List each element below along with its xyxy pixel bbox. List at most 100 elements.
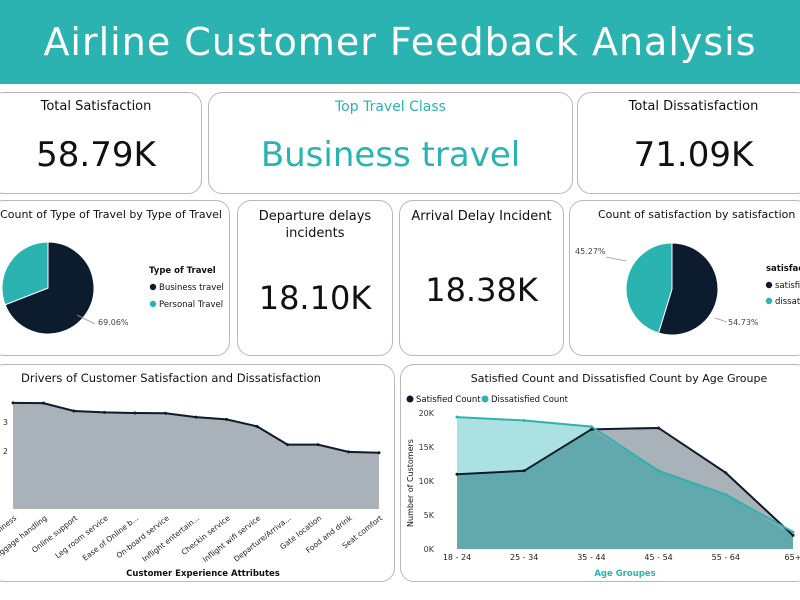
age-satisfied-line: [456, 426, 794, 537]
drivers-title: Drivers of Customer Satisfaction and Dis…: [21, 371, 321, 385]
drivers-point-7[interactable]: [225, 417, 228, 421]
age-satisfied-point-0[interactable]: [455, 472, 459, 476]
age-legend-satisfied[interactable]: Satisfied Count: [416, 395, 481, 405]
dashboard-title-bar: Airline Customer Feedback Analysis: [0, 0, 800, 84]
age-overlap-area: [457, 429, 793, 549]
pie2-legend-swatch-dissatisfied: [765, 297, 773, 305]
pie1-leader-line: [76, 314, 96, 325]
age-satisfied-point-5[interactable]: [791, 533, 795, 537]
pie2-title: Count of satisfaction by satisfaction: [598, 208, 795, 221]
age-dissatisfied-point-5[interactable]: [791, 530, 795, 534]
age-x-tick-5: 65+: [785, 553, 800, 562]
arrival-delay-label: Arrival Delay Incident: [411, 209, 552, 224]
drivers-point-3[interactable]: [103, 410, 106, 414]
drivers-point-0[interactable]: [11, 401, 15, 405]
age-y-axis-title: Number of Customers: [406, 439, 415, 527]
age-y-tick-2: 10K: [419, 477, 435, 486]
age-dissatisfied-point-2[interactable]: [589, 425, 593, 429]
departure-delays-label-1: Departure delays: [258, 209, 372, 224]
pie2-legend-swatch-satisfied: [765, 281, 773, 289]
pie2-leader-line-left: [605, 256, 627, 262]
drivers-point-5[interactable]: [164, 411, 167, 415]
card-travel-type-pie[interactable]: Count of Type of Travel by Type of Trave…: [0, 200, 230, 356]
travel-type-pie-chart: Count of Type of Travel by Type of Trave…: [0, 208, 224, 335]
pie2-leader-line-right: [714, 317, 728, 323]
pie1-legend-swatch-business: [149, 283, 157, 291]
pie2-legend-satisfied[interactable]: satisfied: [775, 281, 800, 291]
card-drivers-chart[interactable]: Drivers of Customer Satisfaction and Dis…: [0, 364, 395, 582]
departure-delays-label-2: incidents: [285, 226, 345, 241]
age-satisfied-point-1[interactable]: [522, 469, 526, 473]
age-satisfied-point-3[interactable]: [657, 426, 661, 430]
age-dissatisfied-line: [456, 416, 794, 533]
drivers-point-10[interactable]: [316, 443, 320, 447]
drivers-y-tick-1: 2: [3, 447, 8, 456]
age-x-tick-3: 45 - 54: [644, 553, 672, 562]
age-legend-swatch-satisfied: [406, 395, 414, 403]
age-x-axis-title: Age Groupes: [594, 569, 655, 579]
pie1-legend-personal[interactable]: Personal Travel: [159, 300, 223, 310]
age-dissatisfied-point-4[interactable]: [724, 493, 728, 497]
age-y-tick-4: 0K: [424, 545, 435, 554]
top-travel-class-label: Top Travel Class: [335, 99, 446, 115]
top-travel-class-value: Business travel: [260, 135, 521, 175]
age-x-tick-2: 35 - 44: [577, 553, 605, 562]
age-y-tick-1: 15K: [419, 443, 435, 452]
card-age-group-chart[interactable]: Satisfied Count and Dissatisfied Count b…: [400, 364, 800, 582]
age-dissatisfied-point-1[interactable]: [522, 418, 526, 422]
total-dissatisfaction-value: 71.09K: [633, 135, 754, 175]
age-dissatisfied-point-0[interactable]: [455, 415, 459, 419]
drivers-point-6[interactable]: [194, 415, 198, 419]
drivers-x-tick-9: Departure/Arriva...: [232, 513, 293, 563]
departure-delays-value: 18.10K: [258, 279, 372, 317]
pie2-slice-0[interactable]: [657, 242, 719, 336]
drivers-point-12[interactable]: [377, 451, 381, 455]
pie1-legend-swatch-personal: [149, 300, 157, 308]
pie1-legend-business[interactable]: Business travel: [159, 283, 224, 293]
pie1-legend-title: Type of Travel: [149, 266, 216, 276]
total-satisfaction-label: Total Satisfaction: [40, 99, 152, 114]
age-dissatisfied-point-3[interactable]: [657, 469, 661, 473]
age-legend-dissatisfied[interactable]: Dissatisfied Count: [491, 395, 569, 405]
age-x-tick-1: 25 - 34: [510, 553, 538, 562]
pie1-slice-label: 69.06%: [98, 318, 129, 327]
drivers-point-2[interactable]: [72, 409, 76, 413]
age-group-area-chart: Satisfied Count and Dissatisfied Count b…: [406, 372, 800, 579]
card-arrival-delay[interactable]: Arrival Delay Incident 18.38K: [399, 200, 564, 356]
card-total-dissatisfaction[interactable]: Total Dissatisfaction 71.09K: [577, 92, 800, 194]
drivers-point-9[interactable]: [286, 443, 289, 447]
drivers-x-tick-3: Leg room service: [53, 513, 110, 560]
pie2-legend-title: satisfaction: [766, 264, 800, 274]
drivers-x-tick-4: Ease of Online b...: [81, 513, 140, 562]
pie1-slice-1[interactable]: [1, 241, 49, 306]
drivers-point-1[interactable]: [42, 401, 45, 405]
drivers-x-axis-title: Customer Experience Attributes: [126, 569, 280, 579]
card-satisfaction-pie[interactable]: Count of satisfaction by satisfaction 45…: [569, 200, 800, 356]
satisfaction-pie-chart: Count of satisfaction by satisfaction 45…: [575, 208, 800, 336]
total-satisfaction-value: 58.79K: [36, 135, 156, 175]
pie2-slice-label-dissatisfied: 45.27%: [575, 247, 606, 256]
age-y-tick-0: 20K: [419, 409, 435, 418]
pie1-slice-0[interactable]: [4, 241, 95, 335]
age-satisfied-point-2[interactable]: [589, 427, 593, 431]
age-y-tick-3: 5K: [424, 511, 435, 520]
dashboard-title: Airline Customer Feedback Analysis: [43, 20, 757, 64]
drivers-area-fill: [13, 402, 379, 509]
drivers-point-8[interactable]: [255, 424, 259, 428]
age-title: Satisfied Count and Dissatisfied Count b…: [471, 372, 768, 385]
arrival-delay-value: 18.38K: [425, 271, 538, 309]
pie2-legend-dissatisfied[interactable]: dissatisfied: [775, 297, 800, 307]
age-legend-swatch-dissatisfied: [481, 395, 489, 403]
drivers-point-4[interactable]: [133, 411, 137, 415]
pie2-slice-1[interactable]: [625, 242, 673, 334]
card-top-travel-class[interactable]: Top Travel Class Business travel: [208, 92, 573, 194]
age-x-tick-0: 18 - 24: [443, 553, 471, 562]
drivers-x-tick-6: Inflight entertain...: [140, 513, 201, 563]
drivers-area-chart: Drivers of Customer Satisfaction and Dis…: [0, 371, 384, 579]
pie1-title: Count of Type of Travel by Type of Trave…: [0, 208, 222, 221]
age-x-tick-4: 55 - 64: [712, 553, 740, 562]
card-total-satisfaction[interactable]: Total Satisfaction 58.79K: [0, 92, 202, 194]
age-satisfied-point-4[interactable]: [724, 471, 728, 475]
drivers-point-11[interactable]: [347, 450, 350, 454]
card-departure-delays[interactable]: Departure delays incidents 18.10K: [237, 200, 393, 356]
